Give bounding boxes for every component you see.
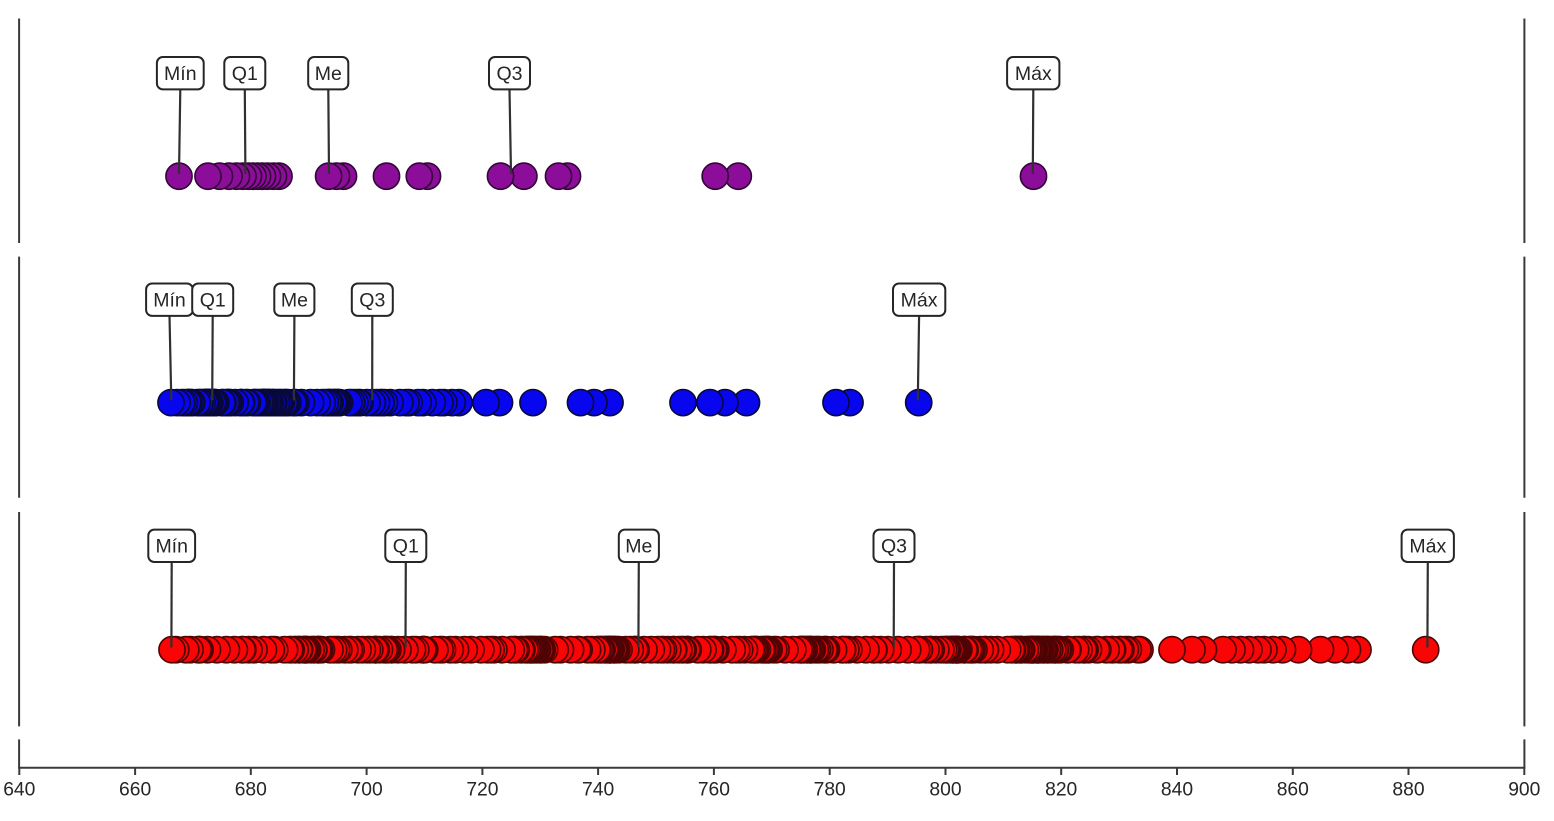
svg-text:Mín: Mín xyxy=(155,536,188,558)
svg-text:Máx: Máx xyxy=(1409,536,1446,558)
svg-text:700: 700 xyxy=(351,780,383,801)
svg-text:Q3: Q3 xyxy=(881,536,907,558)
svg-text:660: 660 xyxy=(119,780,151,801)
svg-text:Máx: Máx xyxy=(1015,63,1052,85)
svg-text:760: 760 xyxy=(698,780,730,801)
svg-text:Q3: Q3 xyxy=(496,63,522,85)
svg-text:Me: Me xyxy=(625,536,652,558)
svg-text:Q3: Q3 xyxy=(359,290,385,312)
svg-text:Máx: Máx xyxy=(901,290,938,312)
svg-text:Q1: Q1 xyxy=(393,536,419,558)
svg-text:Q1: Q1 xyxy=(200,290,226,312)
svg-text:Mín: Mín xyxy=(153,290,186,312)
svg-text:900: 900 xyxy=(1508,780,1540,801)
svg-text:880: 880 xyxy=(1392,780,1424,801)
svg-text:800: 800 xyxy=(929,780,961,801)
svg-text:Me: Me xyxy=(315,63,342,85)
svg-text:780: 780 xyxy=(814,780,846,801)
svg-text:720: 720 xyxy=(466,780,498,801)
svg-text:Mín: Mín xyxy=(164,63,197,85)
svg-text:680: 680 xyxy=(235,780,267,801)
svg-text:Q1: Q1 xyxy=(232,63,258,85)
svg-text:820: 820 xyxy=(1045,780,1077,801)
svg-text:Me: Me xyxy=(281,290,308,312)
svg-text:840: 840 xyxy=(1161,780,1193,801)
svg-text:860: 860 xyxy=(1277,780,1309,801)
svg-text:740: 740 xyxy=(582,780,614,801)
svg-text:640: 640 xyxy=(3,780,35,801)
